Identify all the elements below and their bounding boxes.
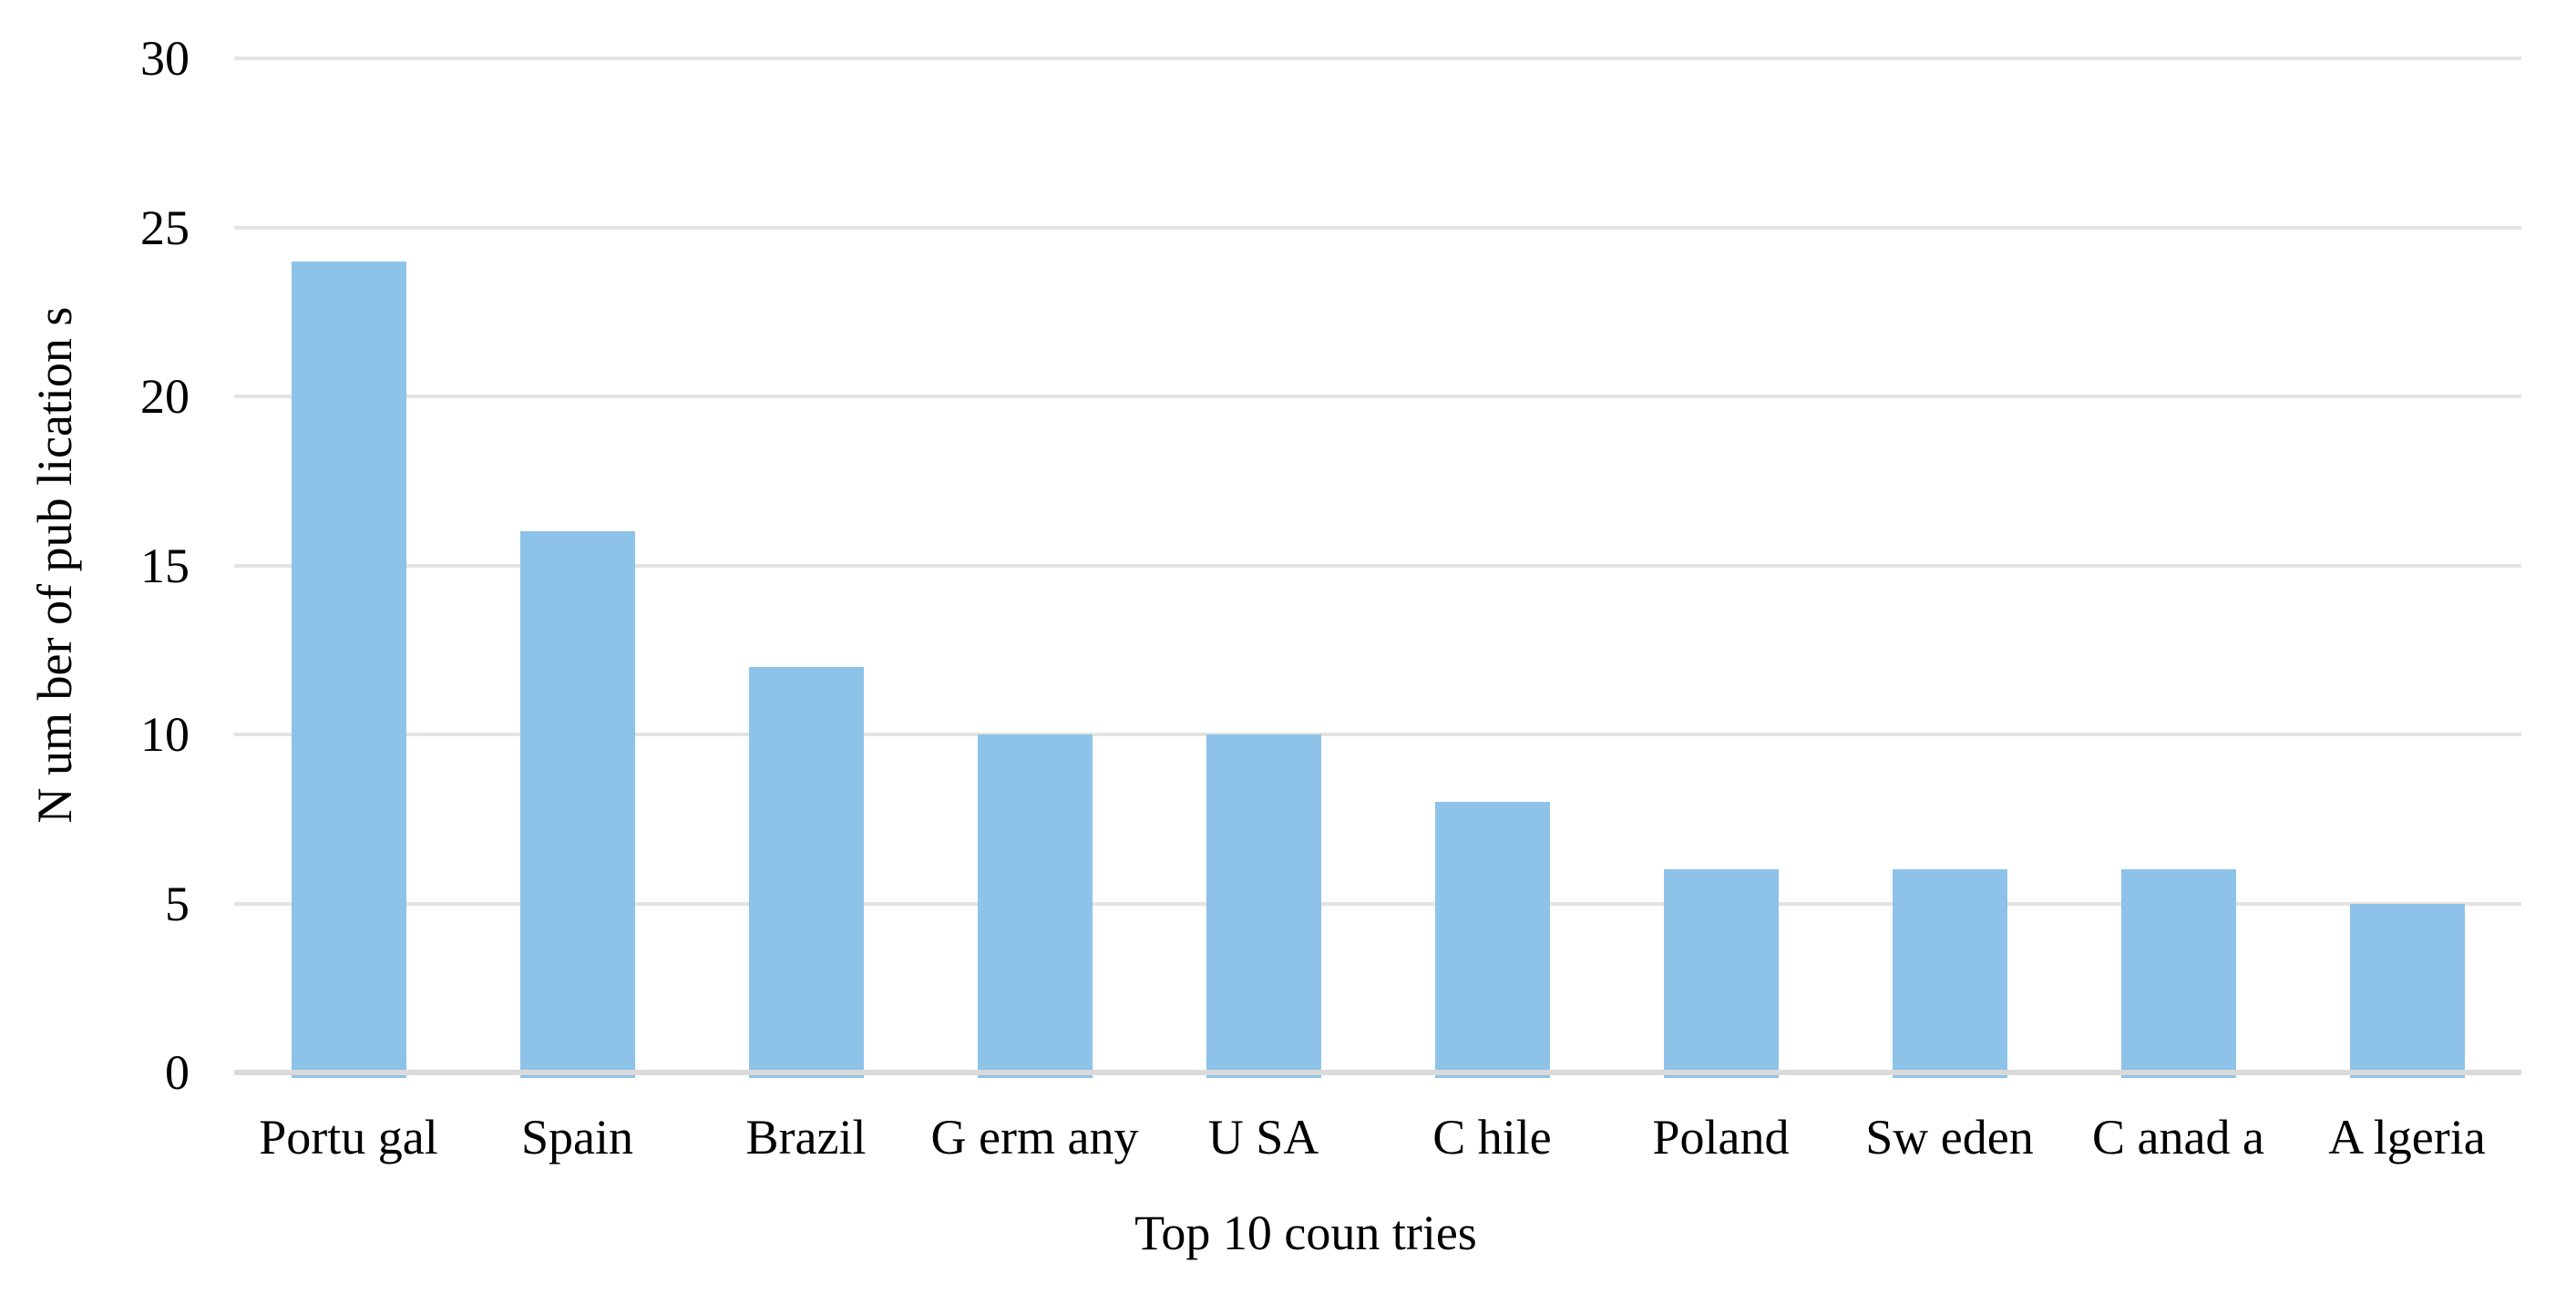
x-category-label-germany: G erm any bbox=[930, 1110, 1139, 1165]
bar-usa bbox=[1206, 734, 1321, 1078]
x-category-label-poland: Poland bbox=[1652, 1110, 1790, 1165]
gridline-15 bbox=[234, 563, 2521, 568]
x-category-label-spain: Spain bbox=[520, 1110, 633, 1165]
x-category-label-canada: C anad a bbox=[2092, 1110, 2264, 1165]
y-tick-label-20: 20 bbox=[140, 369, 190, 424]
bar-portugal bbox=[291, 261, 406, 1078]
bar-spain bbox=[519, 531, 635, 1078]
x-category-label-brazil: Brazil bbox=[745, 1110, 867, 1165]
x-category-label-usa: U SA bbox=[1207, 1110, 1319, 1165]
bar-poland bbox=[1663, 869, 1779, 1078]
gridline-20 bbox=[234, 395, 2521, 398]
x-category-label-algeria: A lgeria bbox=[2328, 1110, 2486, 1165]
gridline-5 bbox=[234, 901, 2521, 906]
x-category-label-chile: C hile bbox=[1432, 1110, 1552, 1165]
bar-chile bbox=[1434, 802, 1550, 1078]
y-tick-label-5: 5 bbox=[165, 876, 190, 931]
y-tick-label-0: 0 bbox=[165, 1045, 190, 1100]
y-tick-label-15: 15 bbox=[140, 538, 190, 593]
gridline-10 bbox=[234, 733, 2521, 736]
x-axis-title: Top 10 coun tries bbox=[1134, 1206, 1477, 1260]
x-category-label-sweden: Sw eden bbox=[1865, 1110, 2034, 1165]
x-axis-line bbox=[234, 1070, 2521, 1075]
bar-algeria bbox=[2349, 903, 2465, 1078]
bar-canada bbox=[2120, 869, 2236, 1078]
bar-sweden bbox=[1892, 869, 2007, 1078]
gridline-25 bbox=[234, 225, 2521, 230]
y-axis-title: N um ber of pub lication s bbox=[27, 306, 82, 824]
x-category-label-portugal: Portu gal bbox=[259, 1110, 438, 1165]
gridline-30 bbox=[234, 56, 2521, 60]
y-tick-label-25: 25 bbox=[140, 200, 190, 255]
y-tick-label-30: 30 bbox=[140, 31, 190, 86]
bar-germany bbox=[977, 734, 1093, 1078]
bar-brazil bbox=[748, 666, 864, 1078]
y-tick-label-10: 10 bbox=[140, 707, 190, 762]
